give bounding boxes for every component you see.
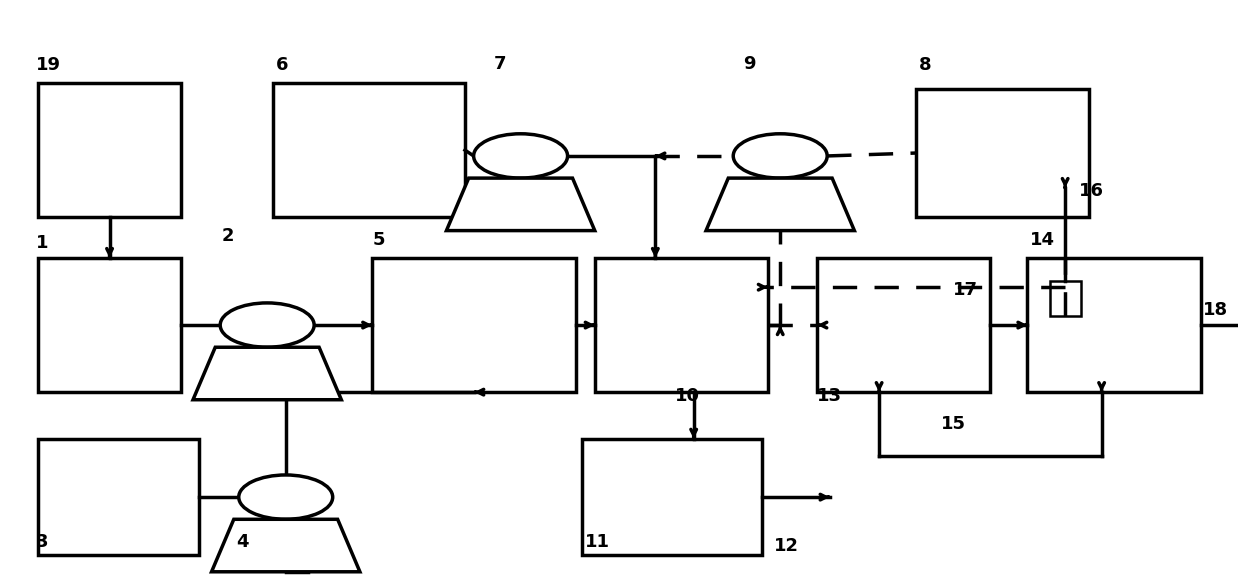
Text: 5: 5	[372, 231, 385, 249]
Bar	[372, 258, 576, 392]
Bar	[595, 258, 768, 392]
Circle shape	[733, 134, 828, 178]
Bar	[38, 83, 181, 217]
Bar	[818, 258, 990, 392]
Polygon shape	[212, 519, 359, 572]
Circle shape	[473, 134, 567, 178]
Bar	[916, 89, 1089, 217]
Polygon shape	[193, 347, 342, 400]
Text: 3: 3	[36, 533, 48, 551]
Circle shape	[239, 475, 333, 519]
Circle shape	[221, 303, 315, 347]
Text: 10: 10	[675, 387, 700, 405]
Text: 9: 9	[743, 55, 756, 73]
Text: 18: 18	[1203, 301, 1228, 319]
Text: 13: 13	[818, 387, 843, 405]
Bar	[274, 83, 465, 217]
Bar	[38, 439, 199, 556]
Bar	[1049, 281, 1080, 316]
Bar	[1027, 258, 1201, 392]
Text: 14: 14	[1030, 231, 1054, 249]
Text: 4: 4	[237, 533, 249, 551]
Text: 6: 6	[276, 56, 289, 74]
Text: 17: 17	[953, 281, 979, 299]
Text: 12: 12	[774, 537, 799, 556]
Polygon shape	[446, 178, 595, 231]
Text: 7: 7	[493, 55, 506, 73]
Text: 15: 15	[940, 415, 966, 433]
Bar	[38, 258, 181, 392]
Text: 16: 16	[1079, 182, 1104, 200]
Text: 19: 19	[36, 56, 61, 74]
Text: 8: 8	[918, 56, 932, 74]
Text: 11: 11	[585, 533, 610, 551]
Bar	[582, 439, 762, 556]
Text: 1: 1	[36, 234, 48, 252]
Polygon shape	[706, 178, 855, 231]
Text: 2: 2	[222, 227, 234, 245]
